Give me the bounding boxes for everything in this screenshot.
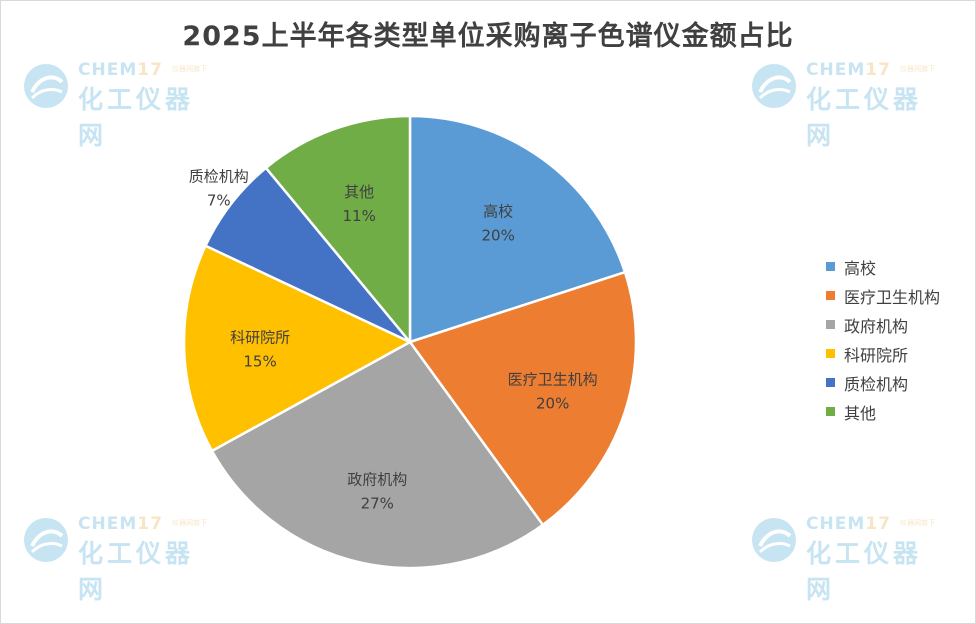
legend-swatch [826, 378, 835, 387]
legend-label: 医疗卫生机构 [844, 287, 941, 307]
slice-category-label: 质检机构 [189, 168, 249, 186]
legend-swatch [826, 291, 835, 300]
legend-item: 政府机构 [826, 310, 940, 339]
slice-value-label: 7% [207, 192, 231, 210]
slice-value-label: 20% [481, 227, 514, 245]
watermark-name: 化工仪器网 [78, 539, 195, 604]
watermark-tagline: 仪器网旗下 [900, 519, 935, 527]
legend-label: 其他 [844, 403, 877, 423]
pie-slice [182, 244, 413, 453]
slice-category-label: 高校 [483, 203, 513, 221]
legend-item: 医疗卫生机构 [826, 281, 940, 310]
pie-slice [408, 114, 627, 344]
legend-label: 质检机构 [844, 374, 909, 394]
slice-value-label: 27% [361, 494, 394, 512]
watermark-name: 化工仪器网 [806, 85, 923, 150]
legend-swatch [826, 262, 835, 271]
slice-value-label: 20% [536, 394, 569, 412]
legend-label: 高校 [844, 258, 877, 278]
legend-item: 科研院所 [826, 339, 940, 368]
slice-value-label: 15% [243, 353, 276, 371]
watermark-mark-icon [752, 64, 796, 108]
watermark-mark-icon [24, 518, 68, 562]
watermark-brand: CHEM17 [806, 60, 891, 80]
watermark-tagline: 仪器网旗下 [172, 519, 207, 527]
slice-category-label: 其他 [344, 183, 374, 201]
watermark-name: 化工仪器网 [806, 539, 923, 604]
watermark-tagline: 仪器网旗下 [900, 65, 935, 73]
legend-item: 其他 [826, 397, 940, 426]
watermark-logo: CHEM17 仪器网旗下 化工仪器网 [22, 58, 222, 150]
watermark-tagline: 仪器网旗下 [172, 65, 207, 73]
watermark-logo: CHEM17 仪器网旗下 化工仪器网 [750, 512, 950, 604]
watermark-name: 化工仪器网 [78, 85, 195, 150]
legend-label: 政府机构 [844, 316, 909, 336]
chart-title: 2025上半年各类型单位采购离子色谱仪金额占比 [182, 21, 794, 52]
legend-swatch [826, 349, 835, 358]
slice-category-label: 政府机构 [347, 470, 407, 488]
legend-item: 质检机构 [826, 368, 940, 397]
watermark-logo: CHEM17 仪器网旗下 化工仪器网 [750, 58, 950, 150]
slice-value-label: 11% [343, 207, 376, 225]
legend-label: 科研院所 [844, 345, 909, 365]
watermark-brand: CHEM17 [806, 514, 891, 534]
pie-slice [264, 114, 412, 346]
pie-slice [210, 340, 545, 570]
watermark-brand: CHEM17 [78, 514, 163, 534]
watermark-mark-icon [24, 64, 68, 108]
legend-item: 高校 [826, 252, 940, 281]
watermark-mark-icon [752, 518, 796, 562]
legend-swatch [826, 320, 835, 329]
watermark-brand: CHEM17 [78, 60, 163, 80]
slice-category-label: 科研院所 [230, 329, 290, 347]
pie-slice [407, 270, 638, 527]
watermark-logo: CHEM17 仪器网旗下 化工仪器网 [22, 512, 222, 604]
slice-category-label: 医疗卫生机构 [508, 370, 598, 388]
legend-swatch [826, 407, 835, 416]
chart-legend: 高校医疗卫生机构 政府机构科研院所质检机构其他 [826, 252, 940, 426]
